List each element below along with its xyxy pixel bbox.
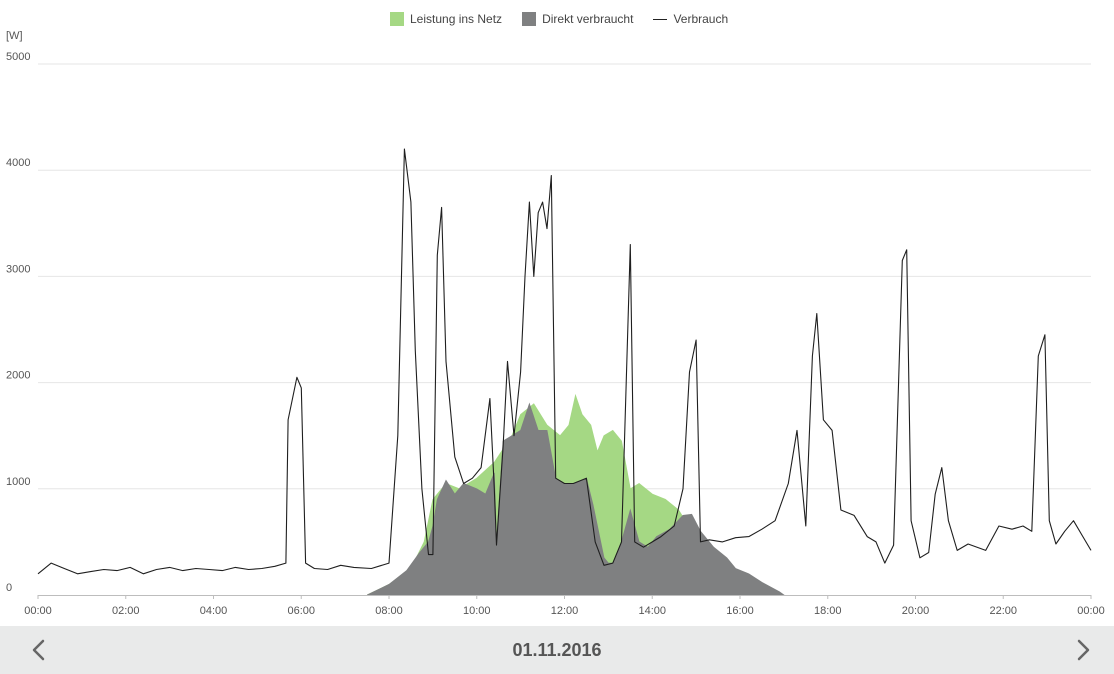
x-tick-label: 10:00 <box>463 605 491 617</box>
x-tick-label: 00:00 <box>24 605 52 617</box>
legend-label-direkt: Direkt verbraucht <box>542 12 634 26</box>
y-tick-label: 3000 <box>6 263 30 275</box>
legend-swatch-leistung <box>390 12 404 26</box>
x-tick-label: 16:00 <box>726 605 754 617</box>
legend-swatch-verbrauch <box>653 18 668 20</box>
x-tick-label: 18:00 <box>814 605 842 617</box>
chevron-left-icon[interactable] <box>28 638 52 662</box>
x-tick-label: 20:00 <box>902 605 930 617</box>
chevron-right-icon[interactable] <box>1070 638 1094 662</box>
chart-legend: Leistung ins Netz Direkt verbraucht Verb… <box>390 12 748 26</box>
x-tick-label: 12:00 <box>551 605 579 617</box>
legend-item-direkt[interactable]: Direkt verbraucht <box>522 12 633 26</box>
legend-label-verbrauch: Verbrauch <box>673 12 729 26</box>
legend-label-leistung: Leistung ins Netz <box>410 12 503 26</box>
legend-item-verbrauch[interactable]: Verbrauch <box>653 12 728 26</box>
x-tick-label: 22:00 <box>989 605 1017 617</box>
x-tick-label: 08:00 <box>375 605 403 617</box>
legend-item-leistung[interactable]: Leistung ins Netz <box>390 12 502 26</box>
series-line-verbrauch <box>37 148 1092 575</box>
chart-areas <box>366 393 786 596</box>
chart-lines <box>37 148 1092 575</box>
x-tick-label: 02:00 <box>112 605 140 617</box>
x-tick-label: 04:00 <box>200 605 228 617</box>
energy-chart: 0 1000 2000 3000 4000 5000 00:00 02:00 04:00 06:0… <box>6 30 1105 617</box>
legend-swatch-direkt <box>522 12 537 26</box>
y-tick-label: 5000 <box>6 51 30 63</box>
y-tick-label: 1000 <box>6 476 30 488</box>
y-tick-label: 0 <box>6 582 12 594</box>
x-tick-label: 06:00 <box>287 605 315 617</box>
chart-axes: 0 1000 2000 3000 4000 5000 00:00 02:00 04:00 06:0… <box>6 51 1105 617</box>
chart-grid <box>38 63 1091 490</box>
x-tick-label: 00:00 <box>1077 605 1105 617</box>
x-tick-label: 14:00 <box>638 605 666 617</box>
date-navigation-bar: 01.11.2016 <box>0 626 1114 674</box>
y-tick-label: 2000 <box>6 370 30 382</box>
y-tick-label: 4000 <box>6 157 30 169</box>
y-axis-label: [W] <box>6 30 23 42</box>
current-date: 01.11.2016 <box>512 639 602 660</box>
